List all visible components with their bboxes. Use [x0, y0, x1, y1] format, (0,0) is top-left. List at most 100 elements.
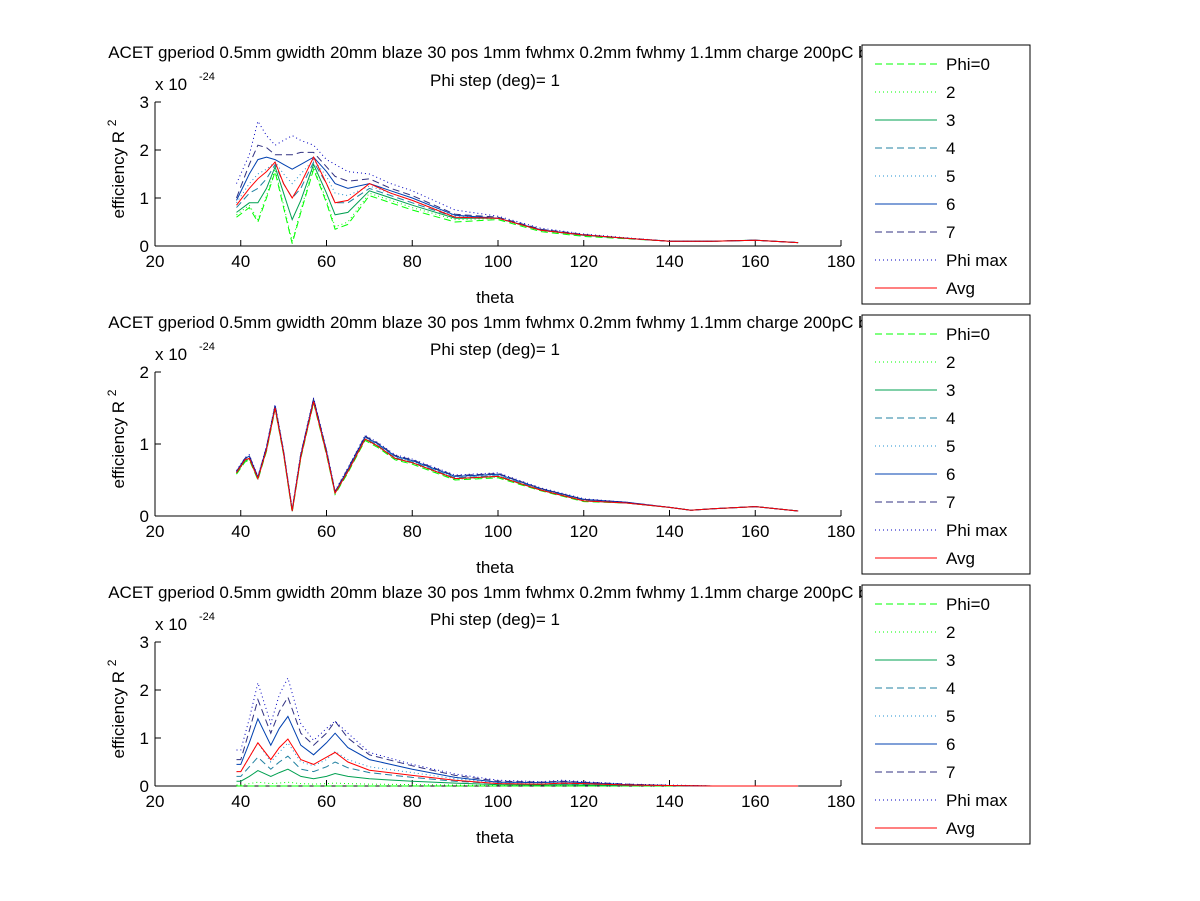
x-tick-label: 20 — [146, 792, 165, 811]
legend-entry: 3 — [946, 651, 955, 670]
x-tick-label: 180 — [827, 792, 855, 811]
legend: Phi=0 2 3 4 5 6 7 Phi max Avg — [861, 584, 1031, 845]
legend-entry: 6 — [946, 465, 955, 484]
series-line-2 — [236, 165, 799, 244]
x-tick-label: 80 — [403, 522, 422, 541]
y-axis-label: efficiency R 2 — [105, 659, 128, 758]
legend-entry: Phi=0 — [946, 55, 990, 74]
y-exponent: -24 — [199, 341, 215, 353]
x-tick-label: 20 — [146, 252, 165, 271]
x-tick-label: 80 — [403, 252, 422, 271]
y-axis-label: efficiency R 2 — [105, 119, 128, 218]
y-tick-label: 2 — [140, 363, 149, 382]
y-tick-label: 2 — [140, 141, 149, 160]
legend-entry: 5 — [946, 707, 955, 726]
subplot-1: ACET gperiod 0.5mm gwidth 20mm blaze 30 … — [105, 43, 1031, 307]
y-exponent-base: x 10 — [155, 615, 187, 634]
x-tick-label: 120 — [570, 252, 598, 271]
legend-entry: 4 — [946, 679, 955, 698]
legend-box — [861, 584, 1031, 845]
x-tick-label: 140 — [655, 252, 683, 271]
legend-entry: 6 — [946, 735, 955, 754]
x-tick-label: 180 — [827, 522, 855, 541]
legend-entry: Phi max — [946, 251, 1008, 270]
x-tick-label: 40 — [231, 522, 250, 541]
y-tick-label: 1 — [140, 435, 149, 454]
x-tick-label: 40 — [231, 792, 250, 811]
x-tick-label: 60 — [317, 522, 336, 541]
y-exponent-base: x 10 — [155, 75, 187, 94]
series-line-avg — [236, 156, 799, 244]
x-tick-label: 80 — [403, 792, 422, 811]
y-tick-label: 1 — [140, 729, 149, 748]
x-axis-label: theta — [476, 288, 514, 307]
legend-entry: Avg — [946, 549, 975, 568]
legend-entry: 4 — [946, 139, 955, 158]
x-tick-label: 100 — [484, 252, 512, 271]
x-tick-label: 120 — [570, 792, 598, 811]
legend-entry: Avg — [946, 279, 975, 298]
chart-subtitle: Phi step (deg)= 1 — [430, 610, 560, 629]
subplot-3: ACET gperiod 0.5mm gwidth 20mm blaze 30 … — [105, 583, 1031, 847]
x-axis-label: theta — [476, 558, 514, 577]
chart-title: ACET gperiod 0.5mm gwidth 20mm blaze 30 … — [108, 583, 1002, 602]
legend-entry: 2 — [946, 623, 955, 642]
x-tick-label: 160 — [741, 792, 769, 811]
x-axis-label: theta — [476, 828, 514, 847]
chart-title: ACET gperiod 0.5mm gwidth 20mm blaze 30 … — [108, 313, 1002, 332]
legend-entry: 2 — [946, 83, 955, 102]
x-tick-label: 140 — [655, 792, 683, 811]
x-tick-label: 60 — [317, 792, 336, 811]
x-tick-label: 100 — [484, 522, 512, 541]
y-tick-label: 0 — [140, 237, 149, 256]
legend: Phi=0 2 3 4 5 6 7 Phi max Avg — [861, 44, 1031, 305]
series-line-avg — [236, 401, 799, 512]
legend-box — [861, 44, 1031, 305]
legend-entry: 3 — [946, 381, 955, 400]
y-axis-label-superscript: 2 — [105, 389, 119, 396]
legend-entry: Phi=0 — [946, 325, 990, 344]
x-tick-label: 60 — [317, 252, 336, 271]
legend-entry: 7 — [946, 763, 955, 782]
y-exponent: -24 — [199, 611, 215, 623]
x-tick-label: 140 — [655, 522, 683, 541]
x-tick-label: 100 — [484, 792, 512, 811]
legend-entry: 5 — [946, 167, 955, 186]
y-axis-label-text: efficiency R — [109, 666, 128, 758]
y-tick-label: 3 — [140, 93, 149, 112]
y-axis-label-superscript: 2 — [105, 659, 119, 666]
legend-box — [861, 314, 1031, 575]
series-line-phi-0 — [236, 402, 799, 513]
series-line-4 — [236, 755, 799, 787]
legend-entry: 6 — [946, 195, 955, 214]
series-line-avg — [236, 738, 799, 787]
x-tick-label: 160 — [741, 522, 769, 541]
legend-entry: 5 — [946, 437, 955, 456]
x-tick-label: 160 — [741, 252, 769, 271]
series-line-phi-max — [236, 676, 799, 787]
legend-entry: 7 — [946, 493, 955, 512]
chart-subtitle: Phi step (deg)= 1 — [430, 71, 560, 90]
legend-entry: 3 — [946, 111, 955, 130]
y-axis-label: efficiency R 2 — [105, 389, 128, 488]
series-line-2 — [236, 781, 799, 787]
legend-entry: Phi=0 — [946, 595, 990, 614]
y-exponent-base: x 10 — [155, 345, 187, 364]
legend-entry: Phi max — [946, 521, 1008, 540]
y-tick-label: 1 — [140, 189, 149, 208]
x-tick-label: 20 — [146, 522, 165, 541]
series-line-7 — [236, 696, 799, 787]
series-line-4 — [236, 160, 799, 244]
chart-subtitle: Phi step (deg)= 1 — [430, 340, 560, 359]
y-axis-label-superscript: 2 — [105, 119, 119, 126]
legend-entry: 2 — [946, 353, 955, 372]
x-tick-label: 120 — [570, 522, 598, 541]
x-tick-label: 180 — [827, 252, 855, 271]
y-tick-label: 0 — [140, 507, 149, 526]
y-tick-label: 3 — [140, 633, 149, 652]
x-tick-label: 40 — [231, 252, 250, 271]
chart-title: ACET gperiod 0.5mm gwidth 20mm blaze 30 … — [108, 43, 1002, 62]
legend-entry: 4 — [946, 409, 955, 428]
y-exponent: -24 — [199, 71, 215, 83]
